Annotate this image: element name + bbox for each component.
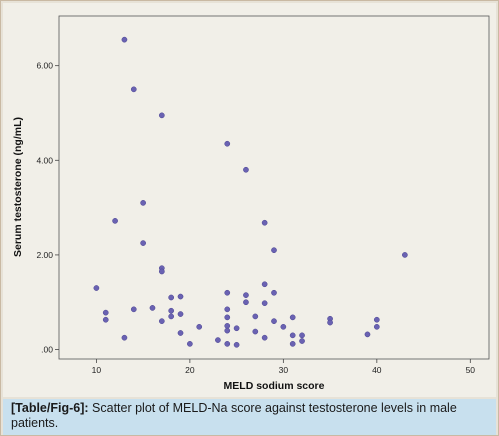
x-tick-label: 40 [372, 365, 382, 375]
x-tick-label: 20 [185, 365, 195, 375]
scatter-point [130, 86, 137, 93]
caption-tag: [Table/Fig-6]: [11, 401, 89, 415]
scatter-point [158, 318, 165, 325]
scatter-point [243, 292, 249, 298]
scatter-point [224, 341, 231, 347]
scatter-point [196, 323, 203, 330]
y-tick-label: .00 [41, 345, 53, 355]
scatter-point [243, 166, 249, 173]
scatter-point [130, 306, 137, 313]
scatter-point [121, 36, 128, 43]
scatter-point [140, 240, 146, 246]
x-axis-title: MELD sodium score [224, 380, 325, 392]
scatter-point [252, 328, 259, 335]
scatter-point [261, 219, 268, 226]
scatter-point [402, 252, 408, 258]
scatter-point [102, 309, 109, 316]
scatter-chart: .00 2.00 4.00 6.00 10 20 30 40 50 MELD sodium s… [12, 15, 490, 392]
scatter-point [261, 334, 268, 341]
scatter-point [289, 341, 296, 347]
plot-panel: .00 2.00 4.00 6.00 10 20 30 40 50 MELD sodium s… [3, 3, 496, 397]
scatter-point [224, 323, 231, 329]
x-axis-ticks: 10 20 30 40 50 [92, 359, 476, 375]
scatter-point [121, 334, 128, 341]
scatter-point [364, 331, 371, 338]
scatter-point [327, 319, 333, 326]
scatter-point [224, 140, 231, 147]
scatter-point [177, 330, 184, 336]
scatter-point [158, 268, 165, 275]
plot-area [58, 15, 490, 360]
scatter-point [373, 323, 380, 330]
y-tick-label: 6.00 [36, 61, 53, 71]
scatter-point [168, 313, 175, 320]
scatter-point [168, 307, 175, 314]
x-tick-label: 10 [92, 365, 102, 375]
scatter-point [187, 341, 193, 347]
scatter-point [112, 218, 118, 224]
y-tick-label: 2.00 [36, 250, 53, 260]
scatter-point [289, 332, 296, 339]
data-points [93, 36, 408, 348]
scatter-point [233, 341, 240, 348]
scatter-point [93, 285, 100, 291]
scatter-point [102, 316, 109, 323]
scatter-point [261, 300, 268, 307]
scatter-point [224, 306, 231, 313]
scatter-point [168, 294, 175, 301]
scatter-point [233, 325, 240, 332]
scatter-point [177, 311, 184, 317]
scatter-point [261, 281, 268, 288]
scatter-point [299, 332, 305, 339]
scatter-point [271, 247, 277, 254]
x-tick-label: 50 [466, 365, 476, 375]
scatter-point [280, 323, 287, 330]
scatter-point [177, 293, 184, 300]
scatter-point [158, 112, 165, 119]
scatter-point [149, 305, 156, 311]
caption-text: Scatter plot of MELD-Na score against te… [11, 401, 457, 430]
y-axis-title: Serum testosterone (ng/mL) [12, 117, 24, 257]
scatter-point [271, 318, 277, 325]
y-tick-label: 4.00 [36, 155, 53, 165]
scatter-point [224, 289, 231, 296]
scatter-point [243, 299, 249, 306]
scatter-point [271, 289, 277, 296]
x-tick-label: 30 [279, 365, 289, 375]
figure-caption: [Table/Fig-6]: Scatter plot of MELD-Na s… [3, 399, 496, 435]
y-axis-ticks: .00 2.00 4.00 6.00 [36, 61, 59, 355]
scatter-point [252, 313, 259, 320]
scatter-point [373, 316, 380, 323]
scatter-point [224, 327, 231, 334]
scatter-point [215, 337, 221, 343]
scatter-point [299, 338, 305, 344]
scatter-point [140, 200, 146, 206]
scatter-point [289, 314, 296, 321]
scatter-point [224, 314, 231, 321]
